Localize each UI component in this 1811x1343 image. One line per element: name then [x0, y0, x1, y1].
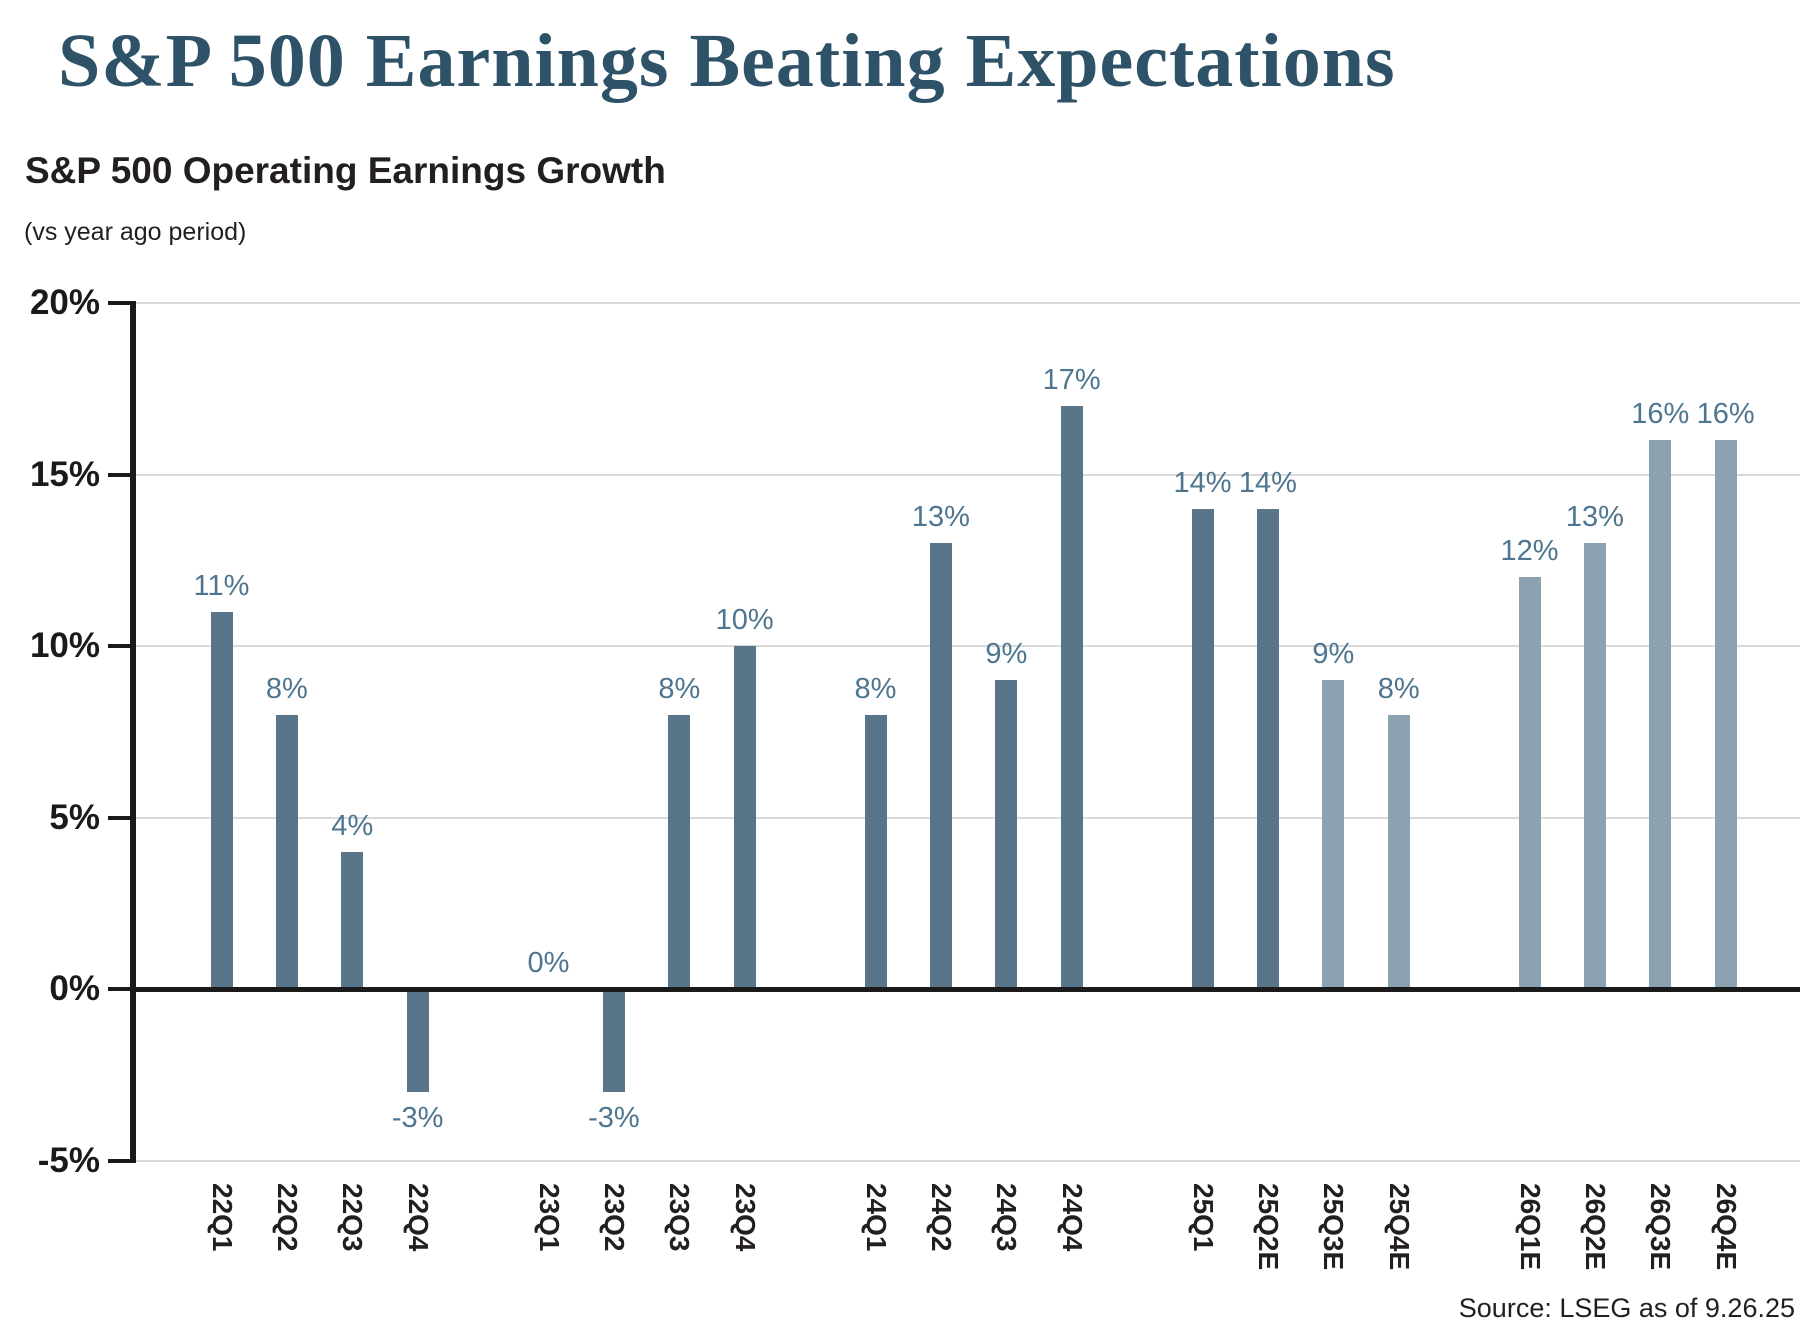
bar-24Q2 — [929, 543, 952, 989]
chart-title: S&P 500 Operating Earnings Growth — [25, 150, 666, 191]
bar-value-label-22Q4: -3% — [391, 1101, 444, 1134]
y-axis-tick-label-10: 10% — [29, 626, 100, 665]
bar-value-label-24Q3: 9% — [985, 638, 1028, 671]
bar-value-label-26Q2E: 13% — [1565, 501, 1624, 534]
bar-23Q4 — [733, 646, 756, 989]
y-axis-tick-5 — [108, 815, 136, 820]
bar-23Q3 — [668, 714, 691, 989]
bar-value-label-24Q4: 17% — [1042, 363, 1101, 396]
gridline-10pct — [136, 645, 1800, 647]
gridline-20pct — [136, 302, 1800, 304]
y-axis-tick-0 — [108, 987, 136, 991]
bar-22Q3 — [341, 851, 364, 989]
bar-22Q1 — [210, 611, 233, 989]
bar-value-label-23Q4: 10% — [715, 604, 774, 636]
bar-value-label-25Q3E: 9% — [1312, 638, 1355, 671]
bar-value-label-22Q3: 4% — [331, 809, 374, 842]
y-axis-tick-label-5: 5% — [49, 797, 100, 837]
bar-value-label-25Q2E: 14% — [1238, 466, 1297, 499]
bar-value-label-22Q1: 11% — [193, 569, 250, 602]
x-axis-label-23Q1: 23Q1 — [533, 1183, 565, 1252]
bar-24Q3 — [995, 680, 1018, 989]
x-axis-label-25Q4E: 25Q4E — [1383, 1183, 1415, 1271]
x-axis-label-24Q2: 24Q2 — [925, 1183, 957, 1252]
x-axis-label-24Q4: 24Q4 — [1056, 1183, 1088, 1252]
x-axis-label-26Q2E: 26Q2E — [1579, 1183, 1611, 1271]
bar-25Q4E — [1387, 714, 1410, 989]
y-axis-tick-20 — [108, 301, 136, 305]
x-axis-label-25Q2E: 25Q2E — [1252, 1183, 1284, 1271]
bar-value-label-26Q1E: 12% — [1500, 535, 1559, 568]
y-axis-tick-label-15: 15% — [29, 454, 100, 494]
bar-value-label-22Q2: 8% — [265, 672, 308, 705]
y-axis-tick--5 — [108, 1158, 136, 1163]
x-axis-label-26Q1E: 26Q1E — [1514, 1183, 1546, 1271]
bar-22Q2 — [275, 714, 298, 989]
bar-26Q2E — [1583, 543, 1606, 989]
bar-value-label-24Q2: 13% — [911, 501, 970, 534]
x-axis-label-24Q3: 24Q3 — [991, 1183, 1023, 1252]
x-axis-label-22Q3: 22Q3 — [337, 1183, 369, 1252]
zero-baseline — [130, 987, 1800, 992]
x-axis-label-23Q4: 23Q4 — [729, 1183, 761, 1252]
x-axis-label-22Q4: 22Q4 — [402, 1183, 434, 1252]
y-axis-tick-15 — [108, 472, 136, 477]
chart-subtitle: (vs year ago period) — [24, 218, 247, 246]
x-axis-label-26Q4E: 26Q4E — [1710, 1183, 1742, 1271]
y-axis-tick-label--5: -5% — [37, 1140, 100, 1180]
gridline--5pct — [136, 1159, 1800, 1162]
bar-24Q4 — [1060, 405, 1083, 989]
bar-value-label-23Q1: 0% — [527, 947, 570, 979]
x-axis-label-25Q1: 25Q1 — [1187, 1183, 1219, 1252]
bar-value-label-23Q2: -3% — [588, 1101, 640, 1134]
bar-26Q4E — [1714, 440, 1737, 989]
bar-25Q1 — [1191, 508, 1214, 989]
x-axis-label-23Q2: 23Q2 — [598, 1183, 630, 1252]
bar-25Q2E — [1256, 508, 1279, 989]
y-axis-tick-10 — [108, 644, 136, 648]
bar-24Q1 — [864, 714, 887, 989]
bar-25Q3E — [1322, 680, 1345, 989]
x-axis-label-22Q1: 22Q1 — [206, 1183, 238, 1252]
bar-value-label-24Q1: 8% — [854, 672, 897, 705]
bar-26Q3E — [1649, 440, 1672, 989]
bar-value-label-26Q4E: 16% — [1696, 398, 1755, 431]
bar-value-label-26Q3E: 16% — [1631, 398, 1690, 431]
page-title: S&P 500 Earnings Beating Expectations — [58, 19, 1396, 103]
gridline-5pct — [136, 816, 1800, 819]
bar-26Q1E — [1518, 577, 1541, 989]
bar-value-label-25Q1: 14% — [1173, 466, 1232, 499]
x-axis-label-22Q2: 22Q2 — [271, 1183, 303, 1252]
source-note: Source: LSEG as of 9.26.25 — [1458, 1293, 1795, 1323]
x-axis-label-26Q3E: 26Q3E — [1645, 1183, 1677, 1271]
bar-23Q2 — [602, 989, 625, 1092]
y-axis-tick-label-0: 0% — [49, 969, 100, 1008]
x-axis-label-23Q3: 23Q3 — [664, 1183, 696, 1252]
bar-value-label-25Q4E: 8% — [1377, 672, 1420, 705]
x-axis-label-24Q1: 24Q1 — [860, 1183, 892, 1252]
y-axis-line — [130, 303, 136, 1160]
y-axis-tick-label-20: 20% — [29, 283, 100, 322]
bar-22Q4 — [406, 989, 429, 1092]
bar-value-label-23Q3: 8% — [658, 672, 701, 705]
x-axis-label-25Q3E: 25Q3E — [1318, 1183, 1350, 1271]
gridline-15pct — [136, 473, 1800, 476]
